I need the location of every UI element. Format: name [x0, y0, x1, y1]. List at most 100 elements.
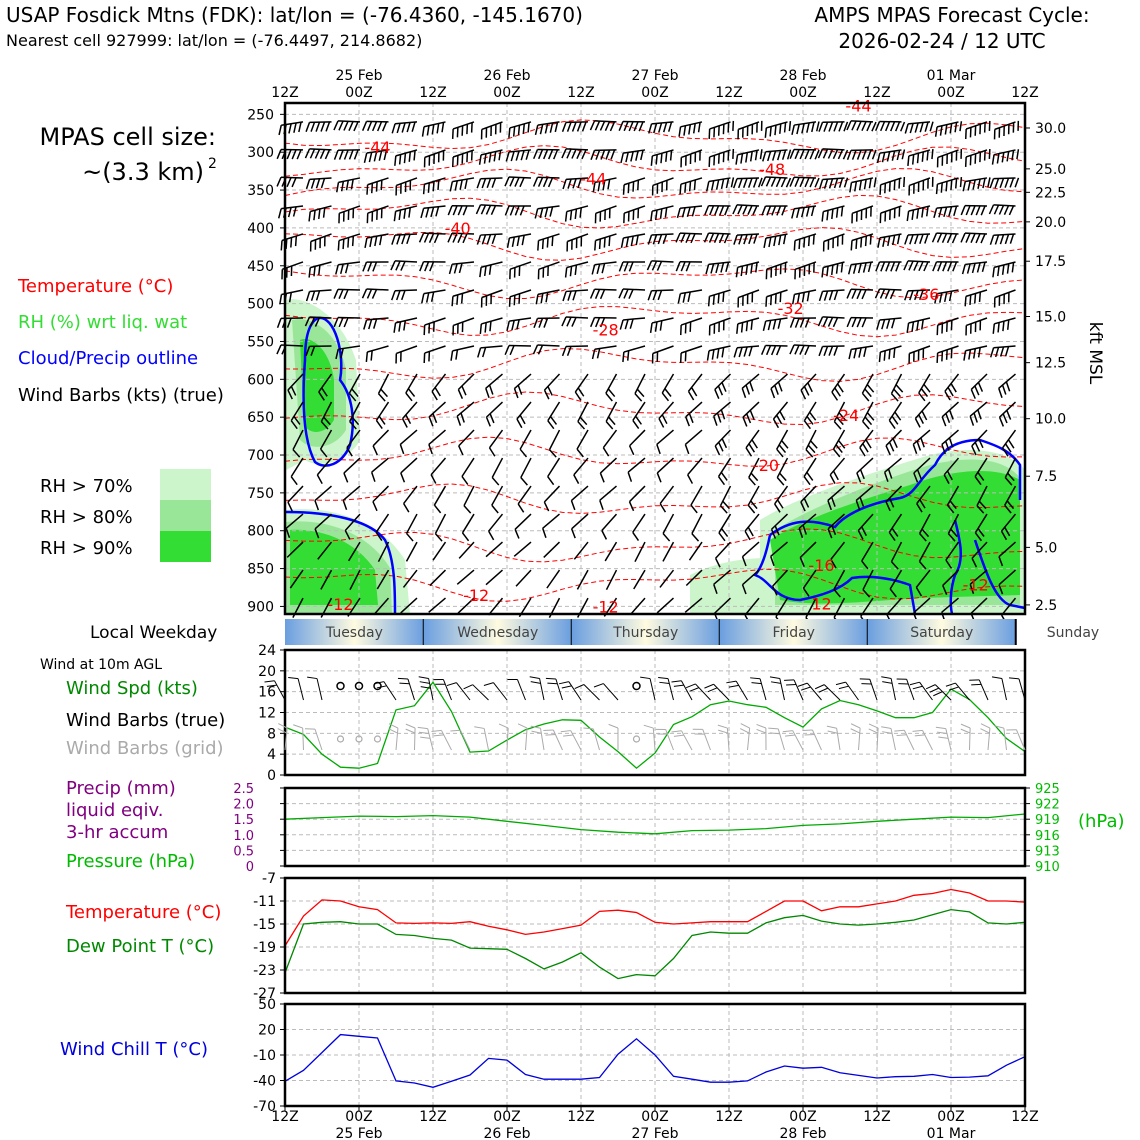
barb-flag: [748, 477, 756, 486]
barb-flag: [888, 419, 896, 429]
barb-flag: [593, 683, 604, 688]
barb-staff: [695, 683, 711, 701]
barb-flag: [661, 392, 670, 402]
temperature-contour: [284, 145, 1026, 177]
barb-flag: [569, 266, 573, 277]
barb-staff: [715, 541, 732, 559]
barb-flag: [305, 346, 311, 357]
barb-flag: [876, 153, 881, 164]
barb-flag: [748, 443, 756, 453]
barb-flag: [764, 127, 768, 138]
barb-flag: [796, 207, 800, 219]
wind-barb: [517, 485, 532, 513]
wind-barb: [876, 317, 902, 330]
barb-staff: [955, 682, 970, 701]
barb-flag: [857, 263, 862, 274]
wind-barb: [285, 513, 304, 538]
barb-flag: [403, 503, 410, 513]
wind-barb: [832, 429, 846, 458]
barb-flag: [766, 205, 772, 216]
barb-flag: [305, 291, 311, 302]
barb-flag: [673, 684, 684, 687]
barb-flag: [1000, 530, 1008, 541]
bottom-hour-label: 00Z: [937, 1109, 964, 1125]
barb-flag: [633, 121, 639, 132]
wind-barb-grid: [431, 729, 452, 751]
wind-barb-grid: [560, 730, 582, 751]
wind-barb-grid: [498, 723, 509, 751]
barb-flag: [717, 293, 720, 304]
barb-flag: [288, 292, 292, 303]
barb-staff: [827, 485, 845, 502]
rh-80-swatch: [160, 500, 211, 531]
wind-barb-grid: [671, 730, 693, 751]
wind-barb: [366, 177, 389, 195]
wind-barb: [618, 261, 646, 272]
barb-staff: [452, 149, 475, 158]
barb-staff: [428, 678, 434, 701]
barb-staff: [794, 121, 817, 126]
barb-flag: [712, 294, 715, 305]
barb-staff: [604, 541, 618, 562]
wind-barb: [679, 317, 703, 336]
barb-staff: [680, 177, 703, 185]
barb-flag: [276, 176, 282, 187]
barb-staff: [772, 569, 789, 587]
pressure-axis-label: 913: [1035, 844, 1060, 859]
wind-barb: [393, 205, 418, 222]
barb-flag: [600, 317, 606, 328]
barb-flag: [307, 676, 318, 680]
wind-barb: [576, 429, 589, 458]
wind-barb: [488, 429, 504, 457]
barb-staff: [680, 345, 703, 354]
wind-barb: [377, 373, 390, 402]
barb-flag: [608, 723, 619, 729]
barb-flag: [449, 181, 454, 192]
barb-flag: [804, 317, 810, 328]
wind-barb-true: [446, 682, 471, 701]
pressure-tick-label: 850: [247, 562, 274, 578]
barb-flag: [716, 348, 720, 359]
wind-barb: [458, 541, 475, 559]
barb-flag: [530, 681, 541, 684]
barb-staff: [965, 289, 988, 298]
barb-flag: [1004, 504, 1012, 514]
barb-flag: [776, 205, 782, 216]
barb-flag: [665, 151, 668, 162]
barb-flag: [632, 181, 635, 192]
barb-staff: [974, 457, 988, 477]
temperature-contour: [284, 119, 1026, 154]
barb-flag: [571, 121, 577, 132]
barb-flag: [807, 236, 811, 247]
wind-barb: [914, 401, 931, 428]
kft-tick-label: 10.0: [1035, 412, 1066, 428]
wind-barb: [906, 205, 931, 222]
barb-staff: [714, 373, 732, 391]
barb-flag: [318, 264, 321, 276]
barb-staff: [594, 120, 617, 123]
barb-staff: [319, 429, 333, 450]
barb-staff: [1018, 678, 1026, 701]
wind-barb: [456, 569, 475, 585]
barb-staff: [830, 541, 846, 560]
barb-flag: [840, 206, 844, 217]
barb-flag: [537, 240, 540, 251]
barb-staff: [994, 317, 1016, 325]
top-hour-label: 00Z: [493, 85, 520, 101]
wind-barb: [992, 261, 1016, 278]
barb-staff: [909, 345, 931, 355]
barb-flag: [720, 471, 728, 481]
barb-flag: [682, 292, 686, 303]
barb-flag: [618, 288, 624, 299]
wind-barb: [451, 149, 475, 168]
barb-flag: [375, 181, 378, 192]
wind-barb: [479, 261, 503, 278]
wind-barb: [305, 289, 332, 302]
wind-barb: [861, 373, 875, 402]
barb-flag: [393, 211, 397, 222]
wind-barb: [974, 457, 988, 486]
barb-flag: [433, 504, 442, 514]
wind-barb: [656, 597, 675, 614]
wind-barb: [602, 429, 618, 457]
barb-flag: [717, 476, 726, 486]
